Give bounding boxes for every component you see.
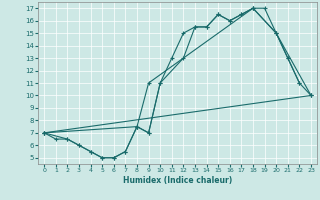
X-axis label: Humidex (Indice chaleur): Humidex (Indice chaleur) [123, 176, 232, 185]
